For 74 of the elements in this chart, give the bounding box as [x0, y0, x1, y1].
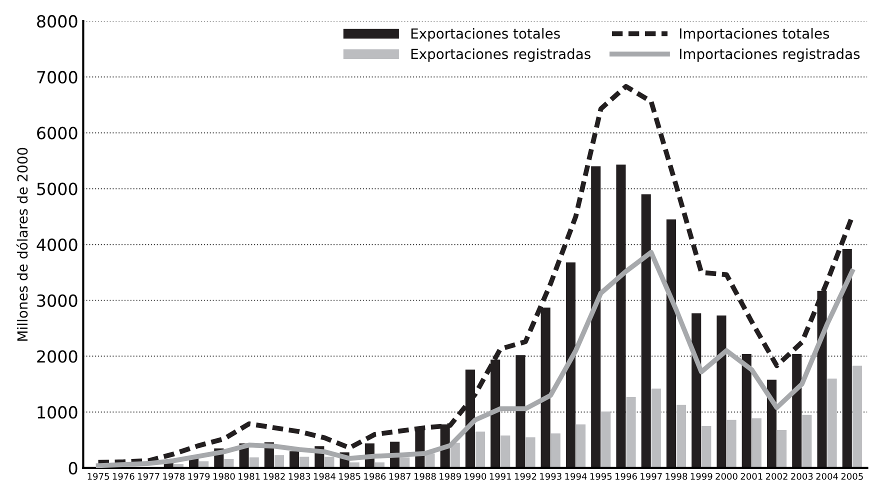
bar: [716, 315, 726, 468]
legend-label: Importaciones totales: [680, 28, 830, 42]
bar: [666, 219, 676, 468]
bar: [601, 412, 611, 468]
x-tick-label: 1996: [616, 472, 637, 480]
y-tick-label: 2000: [37, 350, 78, 363]
y-tick-label: 0: [68, 462, 78, 475]
line-series: [96, 250, 855, 468]
y-tick-label: 7000: [37, 70, 78, 84]
bar: [616, 164, 626, 468]
x-tick-label: 2004: [816, 472, 838, 480]
y-tick-label: 1000: [38, 406, 78, 419]
bar: [526, 437, 536, 468]
legend-label: Exportaciones totales: [411, 28, 560, 42]
x-tick-label: 1998: [666, 472, 688, 480]
bar: [827, 378, 837, 468]
y-tick-label: 5000: [37, 182, 78, 196]
x-tick-label: 2000: [716, 472, 738, 480]
y-tick-label: 3000: [37, 294, 78, 307]
bar: [626, 397, 636, 468]
bar: [726, 420, 736, 468]
x-tick-label: 1991: [490, 472, 512, 480]
bar: [290, 451, 300, 468]
y-tick-label: 8000: [37, 15, 78, 28]
bar: [676, 404, 686, 468]
x-tick-label: 1995: [590, 472, 612, 480]
x-tick-label: 1992: [514, 472, 536, 480]
x-tick-label: 2005: [841, 472, 863, 480]
x-tick-label: 1984: [314, 472, 336, 480]
x-tick-label: 1985: [339, 472, 360, 480]
legend-label: Importaciones registradas: [680, 48, 860, 62]
bar: [425, 453, 435, 468]
x-tick-label: 1976: [112, 472, 134, 480]
bar: [475, 432, 486, 468]
x-tick-label: 1986: [364, 472, 386, 480]
x-tick-label: 1993: [540, 472, 562, 480]
bar: [752, 418, 762, 468]
x-tick-label: 1987: [389, 472, 411, 480]
bar: [550, 433, 560, 468]
x-tick-label: 1978: [163, 472, 185, 480]
bar: [324, 456, 334, 468]
bar: [566, 262, 576, 468]
x-tick-label: 1997: [640, 472, 662, 480]
x-tick-label: 1990: [464, 472, 486, 480]
bar: [742, 354, 752, 468]
x-tick-label: 1988: [414, 472, 436, 480]
y-axis-title: Millones de dólares de 2000: [16, 148, 28, 341]
bar: [777, 430, 787, 468]
bar: [651, 388, 661, 468]
x-tick-label: 1980: [213, 472, 235, 480]
x-tick-label: 1994: [565, 472, 587, 480]
x-tick-label: 1977: [138, 472, 160, 480]
bar: [516, 355, 526, 468]
bar: [274, 455, 284, 468]
bar: [576, 424, 586, 468]
bar: [852, 366, 862, 468]
x-tick-label: 1989: [440, 472, 461, 480]
x-tick-label: 1982: [264, 472, 285, 480]
x-tick-label: 1999: [690, 472, 712, 480]
bar: [802, 414, 812, 468]
x-tick-label: 1975: [88, 472, 109, 480]
x-tick-label: 2003: [791, 472, 813, 480]
bar: [702, 426, 712, 468]
x-tick-label: 2002: [766, 472, 788, 480]
y-tick-label: 4000: [36, 238, 78, 252]
legend-label: Exportaciones registradas: [411, 48, 590, 62]
x-tick-label: 2001: [740, 472, 762, 480]
bar: [641, 194, 651, 468]
bar: [692, 313, 702, 468]
y-tick-label: 6000: [37, 126, 78, 140]
x-tick-label: 1983: [288, 472, 310, 480]
x-tick-label: 1981: [238, 472, 260, 480]
x-tick-label: 1979: [188, 472, 210, 480]
bar: [500, 436, 510, 468]
